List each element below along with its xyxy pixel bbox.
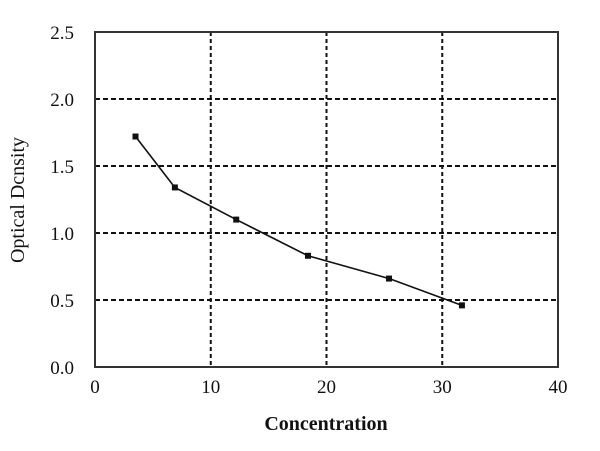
x-tick-label: 30	[433, 377, 452, 398]
x-tick-label: 0	[90, 377, 100, 398]
plot-frame	[94, 31, 559, 368]
data-series	[132, 133, 465, 309]
x-axis-title: Concentration	[264, 413, 387, 435]
data-point-marker	[304, 252, 311, 259]
data-point-marker	[233, 216, 240, 223]
data-point-marker	[171, 184, 178, 191]
y-axis-ticks: 0.0 0.5 1.0 1.5 2.0 2.5	[50, 23, 74, 379]
series-line	[134, 136, 463, 307]
y-tick-label: 0.5	[50, 291, 74, 312]
y-tick-label: 1.5	[50, 157, 74, 178]
y-tick-label: 2.5	[50, 23, 74, 44]
x-tick-label: 10	[201, 377, 220, 398]
y-tick-label: 1.0	[50, 224, 74, 245]
y-tick-label: 2.0	[50, 90, 74, 111]
data-point-marker	[458, 302, 465, 309]
gridlines	[95, 32, 558, 367]
x-tick-label: 40	[549, 377, 568, 398]
y-axis-title: Optical Dcnsity	[7, 137, 29, 263]
y-tick-label: 0.0	[50, 358, 74, 379]
data-point-marker	[132, 133, 139, 140]
x-axis-ticks: 0 10 20 30 40	[90, 377, 567, 398]
data-point-marker	[386, 275, 393, 282]
x-tick-label: 20	[317, 377, 336, 398]
